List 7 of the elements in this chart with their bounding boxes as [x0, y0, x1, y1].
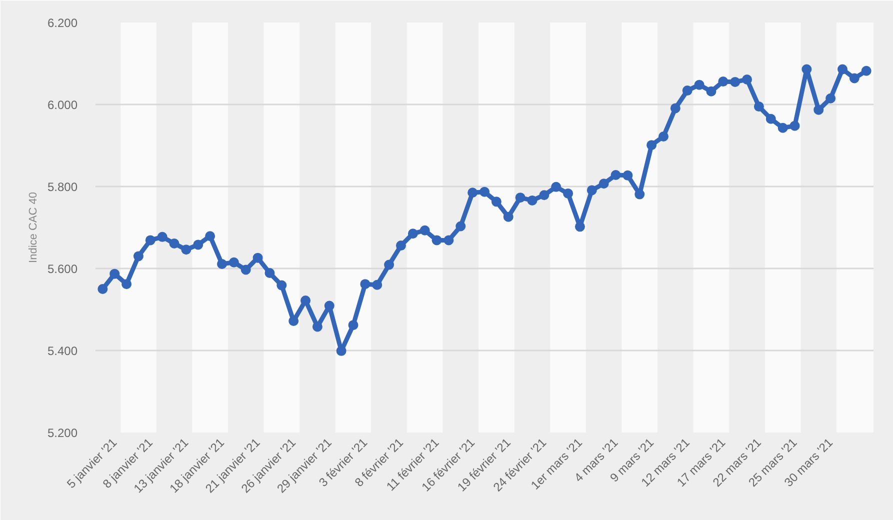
y-tick-label: 5.800: [47, 180, 78, 194]
y-tick-label: 5.400: [47, 344, 78, 358]
y-tick-label: 6.000: [47, 98, 78, 112]
y-tick-label: 6.200: [47, 16, 78, 30]
y-axis-title: Indice CAC 40: [27, 192, 40, 263]
y-tick-label: 5.200: [47, 426, 78, 440]
y-tick-label: 5.600: [47, 262, 78, 276]
